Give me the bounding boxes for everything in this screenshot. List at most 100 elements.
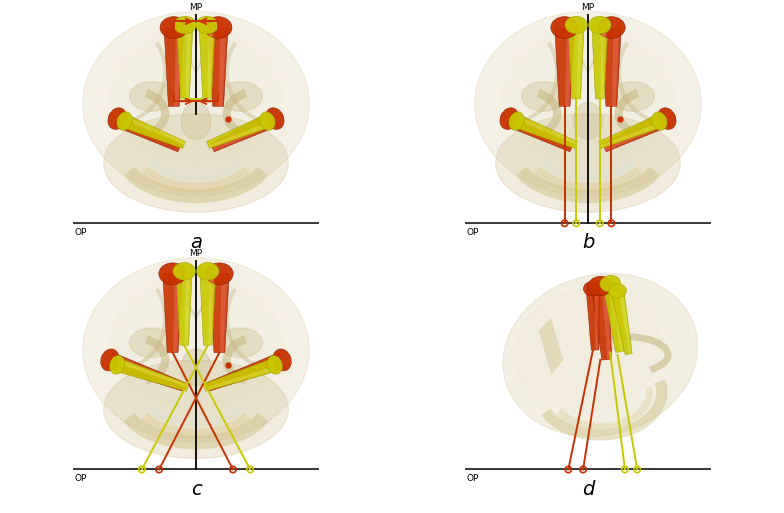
Ellipse shape	[589, 16, 611, 34]
Polygon shape	[122, 115, 185, 148]
Polygon shape	[107, 352, 185, 391]
Text: b: b	[582, 233, 594, 252]
Ellipse shape	[565, 16, 587, 34]
Polygon shape	[125, 116, 185, 145]
Polygon shape	[114, 111, 182, 152]
Polygon shape	[200, 271, 216, 345]
Ellipse shape	[181, 349, 211, 386]
Ellipse shape	[218, 82, 263, 111]
Polygon shape	[220, 274, 227, 352]
Ellipse shape	[103, 360, 289, 459]
Ellipse shape	[159, 263, 187, 285]
Polygon shape	[565, 28, 572, 106]
Polygon shape	[212, 120, 278, 151]
Ellipse shape	[600, 275, 620, 292]
Text: OP: OP	[74, 475, 87, 483]
Polygon shape	[601, 122, 662, 148]
Polygon shape	[209, 274, 229, 352]
Ellipse shape	[475, 11, 701, 196]
Polygon shape	[210, 111, 278, 152]
Polygon shape	[164, 28, 183, 106]
Polygon shape	[602, 285, 611, 360]
Ellipse shape	[129, 82, 174, 111]
Polygon shape	[619, 290, 631, 354]
Ellipse shape	[196, 16, 218, 34]
Polygon shape	[576, 25, 583, 99]
Polygon shape	[517, 116, 577, 145]
Ellipse shape	[551, 16, 579, 38]
Ellipse shape	[509, 112, 524, 130]
Ellipse shape	[597, 16, 625, 38]
Ellipse shape	[110, 29, 282, 164]
Polygon shape	[207, 115, 270, 148]
Text: OP: OP	[466, 228, 479, 237]
Polygon shape	[514, 115, 577, 148]
Ellipse shape	[658, 108, 676, 129]
Polygon shape	[604, 120, 670, 151]
Ellipse shape	[83, 11, 309, 196]
Polygon shape	[174, 28, 182, 106]
Polygon shape	[118, 360, 188, 387]
Ellipse shape	[218, 328, 263, 358]
Polygon shape	[203, 359, 277, 391]
Ellipse shape	[610, 82, 655, 111]
Polygon shape	[506, 111, 574, 152]
Polygon shape	[209, 271, 214, 345]
Polygon shape	[555, 28, 575, 106]
Text: d: d	[582, 480, 594, 499]
Ellipse shape	[608, 284, 626, 298]
Polygon shape	[539, 318, 564, 374]
Ellipse shape	[573, 103, 603, 140]
Polygon shape	[111, 354, 185, 386]
Polygon shape	[568, 25, 584, 99]
Polygon shape	[510, 113, 573, 147]
Ellipse shape	[83, 258, 309, 442]
Text: a: a	[190, 233, 202, 252]
Ellipse shape	[503, 273, 698, 437]
Polygon shape	[118, 113, 181, 147]
Ellipse shape	[197, 263, 219, 280]
Polygon shape	[199, 25, 215, 99]
Text: OP: OP	[74, 228, 87, 237]
Ellipse shape	[129, 328, 174, 358]
Polygon shape	[176, 271, 192, 345]
Ellipse shape	[205, 16, 232, 38]
Text: MP: MP	[190, 3, 202, 12]
Polygon shape	[209, 362, 285, 390]
Polygon shape	[586, 288, 600, 350]
Polygon shape	[602, 111, 670, 152]
Polygon shape	[603, 283, 624, 352]
Ellipse shape	[502, 29, 674, 164]
Ellipse shape	[266, 108, 284, 129]
Text: MP: MP	[582, 3, 594, 12]
Polygon shape	[163, 274, 183, 352]
Ellipse shape	[103, 114, 289, 212]
Ellipse shape	[521, 82, 566, 111]
Polygon shape	[205, 366, 277, 390]
Ellipse shape	[205, 263, 233, 285]
Ellipse shape	[108, 108, 126, 129]
Polygon shape	[207, 352, 285, 391]
Ellipse shape	[588, 277, 613, 296]
Polygon shape	[177, 25, 193, 99]
Ellipse shape	[117, 112, 132, 130]
Ellipse shape	[100, 349, 119, 371]
Polygon shape	[591, 285, 612, 360]
Polygon shape	[209, 122, 270, 148]
Text: c: c	[191, 480, 201, 499]
Ellipse shape	[260, 112, 275, 130]
Ellipse shape	[495, 114, 681, 212]
Polygon shape	[185, 25, 191, 99]
Polygon shape	[601, 25, 606, 99]
Polygon shape	[209, 28, 228, 106]
Ellipse shape	[173, 263, 195, 280]
Polygon shape	[601, 28, 621, 106]
Polygon shape	[184, 271, 191, 345]
Ellipse shape	[590, 321, 626, 350]
Ellipse shape	[160, 16, 187, 38]
Polygon shape	[612, 283, 623, 352]
Ellipse shape	[500, 108, 518, 129]
Polygon shape	[594, 288, 598, 350]
Ellipse shape	[267, 356, 282, 374]
Polygon shape	[612, 28, 619, 106]
